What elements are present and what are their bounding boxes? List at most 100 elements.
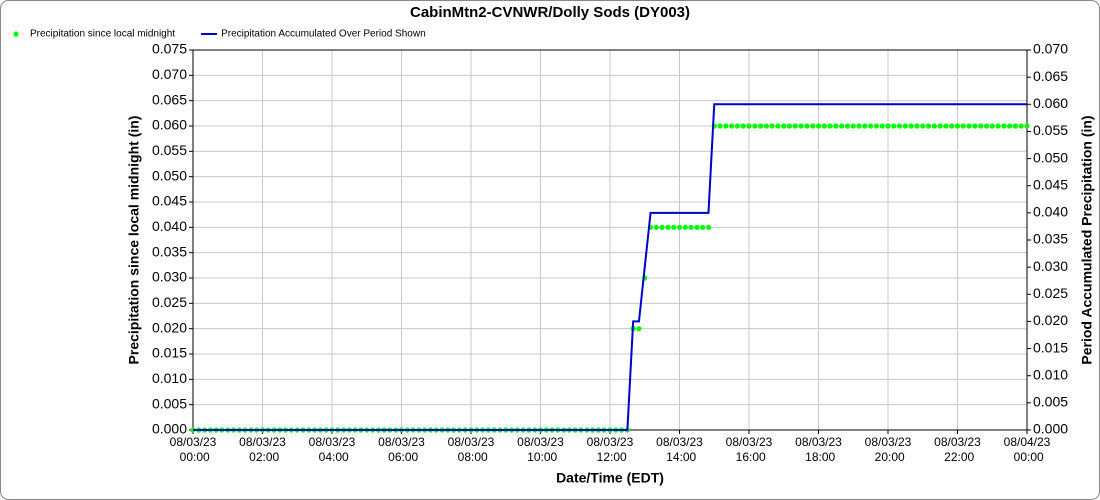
data-line [193, 103, 1027, 431]
x-tick-label: 08/03/23 08:00 [448, 435, 495, 464]
data-point [757, 123, 764, 129]
y-tick-label: 0.070 [152, 66, 187, 82]
data-point [798, 123, 804, 129]
data-point [827, 123, 833, 129]
y-tick-label: 0.050 [152, 167, 187, 183]
data-point [1012, 123, 1019, 129]
y2-tick-label: 0.055 [1033, 122, 1068, 138]
data-point [694, 224, 700, 230]
y-tick-label: 0.030 [152, 269, 187, 285]
y-axis-title: Precipitation since local midnight (in) [126, 116, 142, 365]
data-point [920, 123, 926, 129]
data-point [688, 224, 694, 230]
data-point [873, 123, 880, 129]
y2-tick-label: 0.005 [1033, 394, 1068, 410]
y2-tick-label: 0.060 [1033, 95, 1068, 111]
y-tick-label: 0.060 [152, 117, 187, 133]
data-point [659, 224, 665, 230]
y-tick-label: 0.005 [152, 395, 187, 411]
y2-tick-label: 0.000 [1033, 421, 1068, 437]
y-tick-label: 0.025 [152, 294, 187, 310]
y2-tick-label: 0.045 [1033, 176, 1068, 192]
x-tick-label: 08/03/23 02:00 [239, 435, 286, 464]
y-tick-label: 0.065 [152, 91, 187, 107]
data-point [850, 123, 856, 129]
legend-marker [13, 31, 19, 37]
x-tick-label: 08/03/23 12:00 [587, 435, 634, 464]
data-point [821, 123, 827, 129]
data-point [1007, 123, 1013, 129]
data-point [717, 123, 723, 129]
x-tick-label: 08/03/23 00:00 [170, 435, 217, 464]
data-point [879, 123, 885, 129]
y-tick-label: 0.045 [152, 193, 187, 209]
x-axis-title: Date/Time (EDT) [556, 470, 664, 486]
x-tick-label: 08/03/23 20:00 [865, 435, 912, 464]
data-point [746, 123, 752, 129]
y2-tick-label: 0.050 [1033, 149, 1068, 165]
data-point [949, 123, 955, 129]
data-point [786, 123, 793, 129]
x-tick-label: 08/04/23 00:00 [1004, 435, 1051, 464]
y-tick-label: 0.010 [152, 370, 187, 386]
data-point [729, 123, 735, 129]
y2-axis-title: Period Accumulated Precipitation (in) [1079, 115, 1095, 364]
y2-tick-label: 0.065 [1033, 68, 1068, 84]
data-point [775, 123, 781, 129]
data-point [833, 123, 839, 129]
data-point [856, 123, 862, 129]
data-point [752, 123, 758, 129]
data-point [902, 123, 908, 129]
data-point [868, 123, 874, 129]
data-point [671, 224, 677, 230]
data-point [989, 123, 995, 129]
chart-title: CabinMtn2-CVNWR/Dolly Sods (DY003) [410, 4, 690, 21]
y-tick-label: 0.015 [152, 345, 187, 361]
x-tick-label: 08/03/23 06:00 [378, 435, 425, 464]
data-point [682, 224, 688, 230]
y2-tick-label: 0.030 [1033, 258, 1068, 274]
data-point [966, 123, 972, 129]
data-point [705, 224, 712, 230]
data-point [943, 123, 949, 129]
x-tick-label: 08/03/23 22:00 [934, 435, 981, 464]
data-point [908, 123, 914, 129]
y2-tick-label: 0.040 [1033, 204, 1068, 220]
data-point [636, 326, 642, 332]
data-point [983, 123, 990, 129]
data-point [1018, 123, 1024, 129]
data-point [931, 123, 937, 129]
data-point [885, 123, 891, 129]
legend-label: Precipitation since local midnight [30, 29, 175, 40]
data-point [665, 224, 671, 230]
data-point [978, 123, 984, 129]
data-point [769, 123, 775, 129]
y2-tick-label: 0.010 [1033, 366, 1068, 382]
y2-tick-label: 0.025 [1033, 285, 1068, 301]
x-tick-label: 08/03/23 10:00 [517, 435, 564, 464]
data-point [914, 123, 920, 129]
data-point [781, 123, 787, 129]
data-point [1024, 123, 1030, 129]
data-point [763, 123, 769, 129]
data-point [810, 123, 816, 129]
legend-label: Precipitation Accumulated Over Period Sh… [221, 29, 426, 40]
data-point [804, 123, 810, 129]
data-point [653, 224, 659, 230]
data-point [792, 123, 798, 129]
x-tick-label: 08/03/23 18:00 [795, 435, 842, 464]
y-tick-label: 0.020 [152, 319, 187, 335]
data-point [676, 224, 683, 230]
data-point [734, 123, 741, 129]
data-point [862, 123, 868, 129]
y-tick-label: 0.075 [152, 41, 187, 57]
data-point [723, 123, 729, 129]
y-tick-label: 0.040 [152, 218, 187, 234]
data-point [925, 123, 932, 129]
x-tick-label: 08/03/23 14:00 [656, 435, 703, 464]
data-point [700, 224, 706, 230]
data-point [937, 123, 943, 129]
data-point [815, 123, 822, 129]
y2-tick-label: 0.070 [1033, 41, 1068, 57]
